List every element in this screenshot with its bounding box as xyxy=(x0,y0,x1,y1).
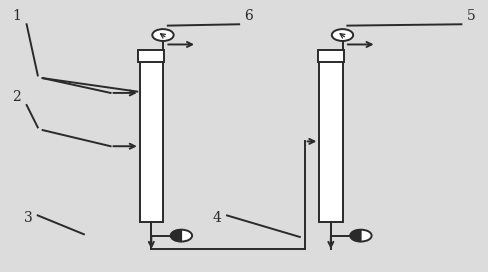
Text: 1: 1 xyxy=(13,9,21,23)
Bar xyxy=(318,50,344,62)
Text: 2: 2 xyxy=(13,90,21,104)
Circle shape xyxy=(171,230,192,242)
Text: 5: 5 xyxy=(467,9,475,23)
Text: 4: 4 xyxy=(213,211,222,225)
Circle shape xyxy=(152,29,174,41)
Bar xyxy=(138,50,164,62)
Circle shape xyxy=(332,29,353,41)
Bar xyxy=(140,61,163,222)
Text: 6: 6 xyxy=(244,9,253,23)
Circle shape xyxy=(350,230,372,242)
Polygon shape xyxy=(350,230,361,242)
Polygon shape xyxy=(171,230,182,242)
Bar xyxy=(319,61,343,222)
Text: 3: 3 xyxy=(24,211,32,225)
